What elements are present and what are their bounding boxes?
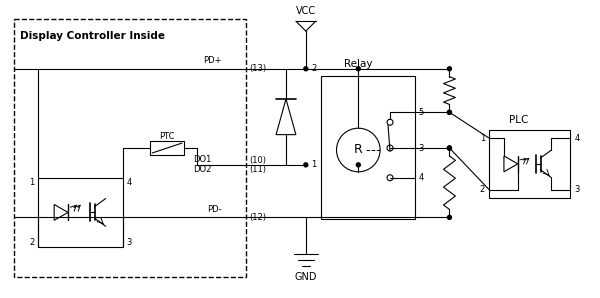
- Circle shape: [304, 67, 308, 71]
- Text: Relay: Relay: [344, 59, 373, 69]
- Text: 1: 1: [29, 178, 34, 187]
- Text: 2: 2: [480, 185, 485, 194]
- Text: 3: 3: [574, 185, 580, 194]
- Text: 4: 4: [574, 134, 580, 143]
- Text: R: R: [354, 144, 362, 156]
- Circle shape: [448, 67, 451, 71]
- Text: Display Controller Inside: Display Controller Inside: [20, 31, 166, 41]
- Text: (12): (12): [250, 213, 266, 222]
- Text: 3: 3: [419, 144, 424, 153]
- Text: PD+: PD+: [203, 56, 221, 65]
- Circle shape: [356, 67, 360, 71]
- Circle shape: [356, 163, 360, 167]
- Text: (13): (13): [250, 64, 266, 73]
- Text: VCC: VCC: [296, 6, 316, 16]
- Text: PD-: PD-: [207, 205, 221, 214]
- Text: PLC: PLC: [509, 115, 529, 125]
- Text: 3: 3: [127, 238, 132, 247]
- Text: 1: 1: [311, 160, 317, 169]
- Text: 4: 4: [127, 178, 132, 187]
- Text: 1: 1: [480, 134, 485, 143]
- Circle shape: [448, 146, 451, 150]
- Circle shape: [448, 146, 451, 150]
- Circle shape: [448, 110, 451, 114]
- Text: DO1: DO1: [193, 155, 212, 164]
- Circle shape: [304, 163, 308, 167]
- Text: (10): (10): [250, 156, 266, 165]
- Text: (11): (11): [250, 165, 266, 174]
- Text: 5: 5: [419, 108, 424, 117]
- Text: DO2: DO2: [193, 165, 212, 174]
- Circle shape: [448, 215, 451, 219]
- Circle shape: [448, 110, 451, 114]
- Text: 2: 2: [311, 64, 317, 73]
- Text: GND: GND: [295, 272, 317, 282]
- Text: 2: 2: [29, 238, 34, 247]
- Text: 4: 4: [419, 173, 424, 182]
- Text: PTC: PTC: [160, 132, 175, 141]
